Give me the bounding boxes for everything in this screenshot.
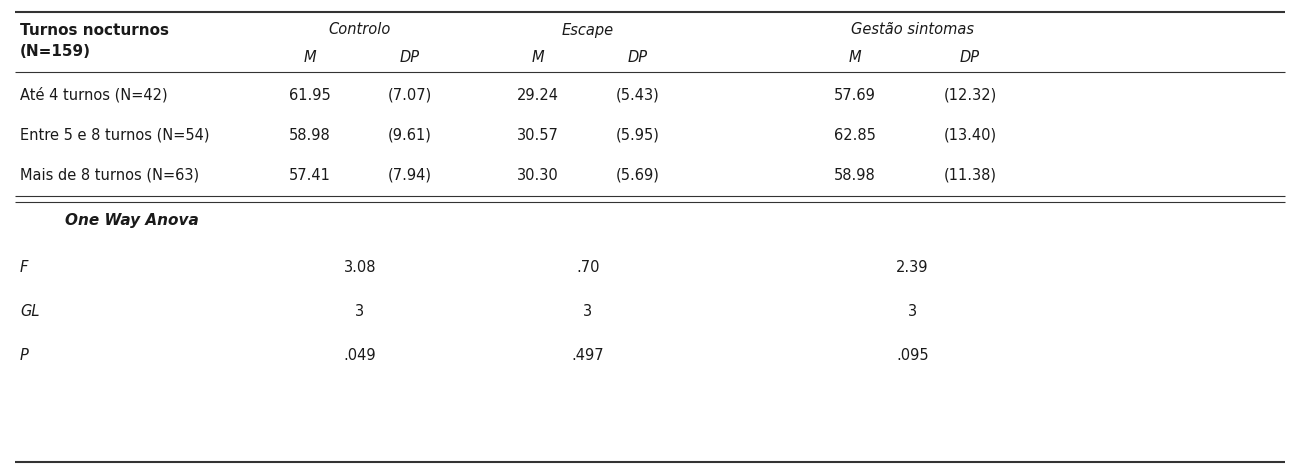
Text: DP: DP (400, 50, 421, 66)
Text: 2.39: 2.39 (897, 260, 929, 276)
Text: Mais de 8 turnos (N=63): Mais de 8 turnos (N=63) (19, 168, 199, 182)
Text: 3: 3 (584, 304, 593, 320)
Text: 29.24: 29.24 (518, 87, 559, 103)
Text: (5.43): (5.43) (616, 87, 660, 103)
Text: (5.95): (5.95) (616, 127, 660, 142)
Text: F: F (19, 260, 28, 276)
Text: (7.07): (7.07) (388, 87, 432, 103)
Text: M: M (849, 50, 862, 66)
Text: Até 4 turnos (N=42): Até 4 turnos (N=42) (19, 87, 168, 103)
Text: 3: 3 (908, 304, 917, 320)
Text: Escape: Escape (562, 22, 615, 38)
Text: .497: .497 (572, 349, 604, 363)
Text: Controlo: Controlo (329, 22, 391, 38)
Text: (N=159): (N=159) (19, 44, 91, 59)
Text: (7.94): (7.94) (388, 168, 432, 182)
Text: 58.98: 58.98 (289, 127, 331, 142)
Text: One Way Anova: One Way Anova (65, 212, 199, 228)
Text: 62.85: 62.85 (835, 127, 876, 142)
Text: M: M (532, 50, 545, 66)
Text: Entre 5 e 8 turnos (N=54): Entre 5 e 8 turnos (N=54) (19, 127, 210, 142)
Text: .049: .049 (344, 349, 377, 363)
Text: GL: GL (19, 304, 40, 320)
Text: Turnos nocturnos: Turnos nocturnos (19, 23, 170, 38)
Text: 30.57: 30.57 (518, 127, 559, 142)
Text: 58.98: 58.98 (835, 168, 876, 182)
Text: 3.08: 3.08 (344, 260, 377, 276)
Text: M: M (304, 50, 316, 66)
Text: 57.41: 57.41 (289, 168, 331, 182)
Text: Gestão sintomas: Gestão sintomas (851, 22, 974, 38)
Text: (12.32): (12.32) (943, 87, 996, 103)
Text: 30.30: 30.30 (518, 168, 559, 182)
Text: (13.40): (13.40) (943, 127, 996, 142)
Text: 57.69: 57.69 (835, 87, 876, 103)
Text: (9.61): (9.61) (388, 127, 432, 142)
Text: (5.69): (5.69) (616, 168, 660, 182)
Text: .70: .70 (576, 260, 599, 276)
Text: (11.38): (11.38) (943, 168, 996, 182)
Text: DP: DP (628, 50, 648, 66)
Text: 3: 3 (356, 304, 365, 320)
Text: DP: DP (960, 50, 980, 66)
Text: 61.95: 61.95 (289, 87, 331, 103)
Text: P: P (19, 349, 28, 363)
Text: .095: .095 (897, 349, 929, 363)
